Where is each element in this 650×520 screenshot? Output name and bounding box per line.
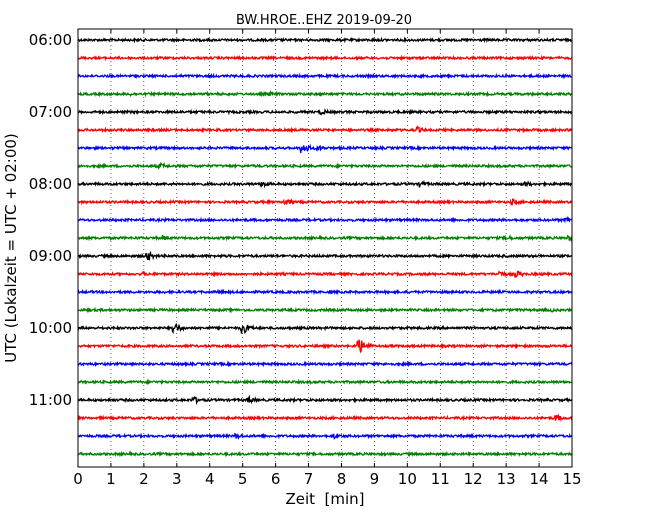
x-axis-label: Zeit [min] (285, 490, 364, 508)
trace-11:00 (77, 394, 573, 406)
trace-10:30 (77, 360, 573, 368)
x-tick-label: 4 (205, 470, 215, 488)
y-tick-label: 10:00 (29, 319, 72, 337)
trace-06:15 (77, 54, 573, 62)
x-tick-label: 6 (271, 470, 281, 488)
trace-09:00 (77, 250, 573, 261)
trace-11:45 (77, 450, 573, 458)
trace-07:30 (77, 143, 573, 154)
trace-08:15 (77, 197, 573, 207)
x-tick-label: 10 (398, 470, 417, 488)
x-tick-label: 5 (238, 470, 248, 488)
x-tick-label: 3 (172, 470, 182, 488)
x-tick-label: 13 (497, 470, 516, 488)
trace-10:00 (77, 322, 573, 335)
trace-09:45 (77, 306, 573, 314)
x-tick-label: 14 (530, 470, 549, 488)
trace-09:15 (77, 270, 573, 279)
trace-group (77, 36, 573, 458)
axis-ticks: 0 1 2 3 4 5 6 7 8 9 10 11 12 13 14 1506:0007:0008:0009:… (29, 29, 582, 488)
x-tick-label: 0 (73, 470, 83, 488)
x-tick-label: 11 (431, 470, 450, 488)
x-tick-label: 9 (370, 470, 380, 488)
y-tick-label: 07:00 (29, 103, 72, 121)
trace-07:15 (77, 125, 573, 134)
trace-07:45 (77, 161, 573, 170)
chart-title: BW.HROE..EHZ 2019-09-20 (236, 13, 412, 28)
trace-06:00 (77, 36, 573, 44)
y-tick-label: 09:00 (29, 247, 72, 265)
trace-11:30 (77, 432, 573, 441)
plot-frame (77, 28, 573, 468)
trace-08:00 (77, 179, 573, 189)
trace-11:15 (77, 413, 573, 422)
x-tick-label: 7 (304, 470, 314, 488)
x-tick-label: 15 (562, 470, 581, 488)
x-tick-label: 1 (106, 470, 116, 488)
y-axis-label: UTC (Lokalzeit = UTC + 02:00) (2, 133, 20, 363)
trace-07:00 (77, 108, 573, 116)
trace-06:45 (77, 90, 573, 98)
x-tick-label: 8 (337, 470, 347, 488)
y-tick-label: 06:00 (29, 31, 72, 49)
trace-08:45 (77, 233, 573, 243)
y-tick-label: 08:00 (29, 175, 72, 193)
trace-09:30 (77, 288, 573, 296)
trace-06:30 (77, 72, 573, 80)
trace-10:45 (77, 378, 573, 386)
trace-08:30 (77, 215, 573, 224)
x-tick-label: 2 (139, 470, 149, 488)
trace-10:15 (77, 339, 573, 354)
x-tick-label: 12 (464, 470, 483, 488)
y-tick-label: 11:00 (29, 391, 72, 409)
